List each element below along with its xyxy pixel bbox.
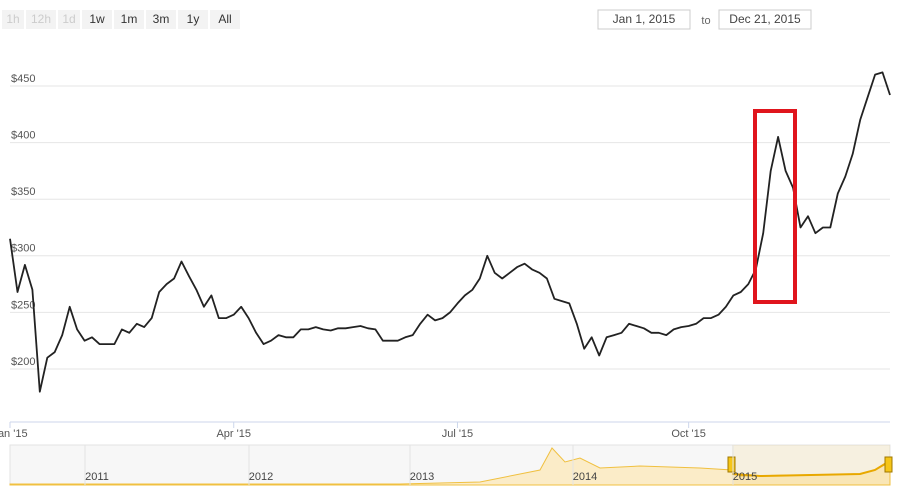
- range-button[interactable]: [82, 10, 112, 29]
- date-from: Jan 1, 2015: [613, 12, 676, 26]
- highlight-box: [753, 109, 797, 304]
- range-button-label: 1m: [121, 12, 138, 26]
- x-tick-label: Jul '15: [442, 428, 473, 440]
- navigator-handle-right[interactable]: [884, 456, 893, 473]
- navigator-year: 2011: [85, 471, 109, 483]
- range-button[interactable]: [178, 10, 208, 29]
- date-from-input[interactable]: [597, 9, 691, 30]
- x-tick-label: Jan '15: [0, 428, 28, 440]
- range-button[interactable]: [146, 10, 176, 29]
- range-button-label: 12h: [31, 12, 51, 26]
- range-button: [58, 10, 80, 29]
- range-button-label: 1y: [187, 12, 200, 26]
- y-tick-label: $300: [11, 243, 35, 255]
- range-button: [26, 10, 56, 29]
- navigator: [9, 444, 893, 486]
- navigator-year: 2012: [249, 471, 273, 483]
- y-tick-label: $250: [11, 299, 35, 311]
- range-button-label: 1h: [6, 12, 19, 26]
- date-to-input[interactable]: [718, 9, 812, 30]
- range-button-label: All: [218, 12, 231, 26]
- navigator-handle-left[interactable]: [727, 456, 736, 473]
- y-tick-label: $200: [11, 356, 35, 368]
- range-button-label: 1d: [62, 12, 75, 26]
- navigator-year: 2013: [410, 471, 434, 483]
- navigator-year: 2014: [573, 471, 597, 483]
- y-tick-label: $350: [11, 186, 35, 198]
- date-to-label: to: [701, 15, 710, 27]
- range-button: [2, 10, 24, 29]
- navigator-selection: [732, 445, 890, 485]
- range-button[interactable]: [114, 10, 144, 29]
- y-tick-label: $400: [11, 129, 35, 141]
- range-button-label: 1w: [89, 12, 105, 26]
- y-tick-label: $450: [11, 73, 35, 85]
- x-tick-label: Apr '15: [216, 428, 251, 440]
- navigator-selected-series: [731, 461, 889, 478]
- range-button-label: 3m: [153, 12, 170, 26]
- navigator-year: 2015: [733, 471, 757, 483]
- price-line: [9, 71, 891, 393]
- x-tick-label: Oct '15: [671, 428, 706, 440]
- date-to: Dec 21, 2015: [729, 12, 801, 26]
- range-button[interactable]: [210, 10, 240, 29]
